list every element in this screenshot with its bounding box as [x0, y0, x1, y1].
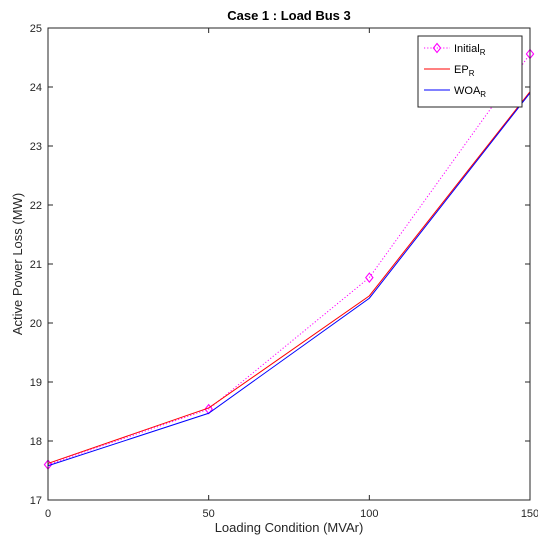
legend-entry-initial: InitialR [424, 42, 486, 57]
legend-entry-ep: EPR [424, 64, 475, 78]
y-tick-label: 25 [30, 23, 42, 35]
x-tick-label: 50 [203, 508, 215, 520]
y-tick-label: 21 [30, 259, 42, 271]
y-tick-label: 17 [30, 495, 42, 507]
series-line-woa [47, 92, 531, 467]
y-tick-label: 24 [30, 82, 42, 94]
y-tick-label: 19 [30, 377, 42, 389]
series-line-initial [47, 53, 531, 466]
y-tick-label: 22 [30, 200, 42, 212]
legend-entry-woa: WOAR [424, 85, 486, 99]
x-tick-label: 100 [360, 508, 378, 520]
x-tick-label: 150 [521, 508, 538, 520]
axes-layer: 0 50 100 150 17 18 19 20 21 22 23 24 25 [30, 23, 538, 520]
x-axis-label: Loading Condition (MVAr) [215, 520, 364, 535]
y-axis-label: Active Power Loss (MW) [10, 193, 25, 335]
series-line-ep [47, 91, 531, 464]
chart-title: Case 1 : Load Bus 3 [227, 8, 351, 23]
legend-label: EPR [454, 64, 475, 78]
legend-label: InitialR [454, 43, 486, 57]
y-tick-label: 20 [30, 318, 42, 330]
series-ep [47, 91, 531, 464]
x-tick-label: 0 [45, 508, 51, 520]
legend-box [417, 35, 523, 108]
legend-label: WOAR [454, 85, 486, 99]
y-tick-label: 23 [30, 141, 42, 153]
legend: InitialR EPR WOAR [417, 35, 523, 108]
series-woa [47, 92, 531, 467]
y-tick-label: 18 [30, 436, 42, 448]
legend-marker [432, 42, 442, 54]
data-point-initial [365, 272, 374, 283]
